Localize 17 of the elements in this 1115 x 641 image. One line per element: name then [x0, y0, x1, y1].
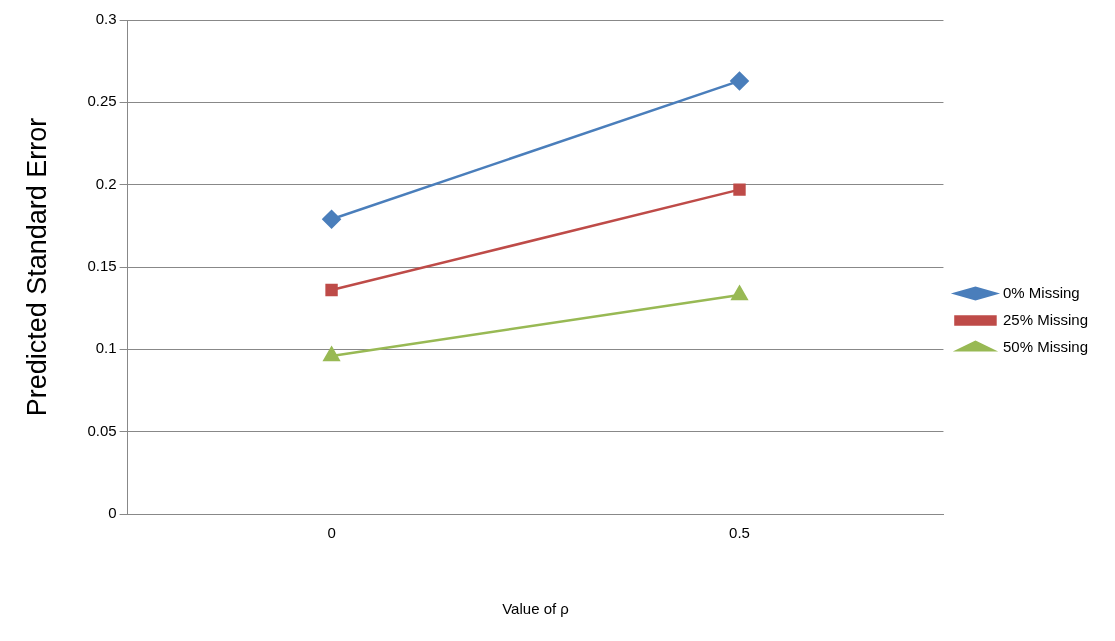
- y-tick-label: 0.25: [87, 92, 117, 110]
- y-axis-title: Predicted Standard Error: [21, 117, 52, 417]
- point: [325, 283, 338, 297]
- point: [322, 210, 341, 229]
- legend-label: 25% Missing: [1002, 310, 1089, 328]
- y-tick-label: 0: [108, 504, 117, 522]
- legend-label: 50% Missing: [1002, 337, 1089, 355]
- legend-label: 0% Missing: [1002, 283, 1080, 301]
- y-tick-label: 0.05: [87, 421, 117, 439]
- point: [733, 183, 746, 196]
- x-axis-title: Value of ρ: [502, 600, 569, 618]
- x-tick-label: 0.5: [729, 524, 750, 542]
- y-tick-label: 0.2: [95, 174, 117, 192]
- y-tick-label: 0.3: [95, 10, 117, 28]
- point: [730, 71, 749, 91]
- y-tick-label: 0.1: [95, 339, 117, 357]
- y-tick-label: 0.15: [87, 257, 117, 275]
